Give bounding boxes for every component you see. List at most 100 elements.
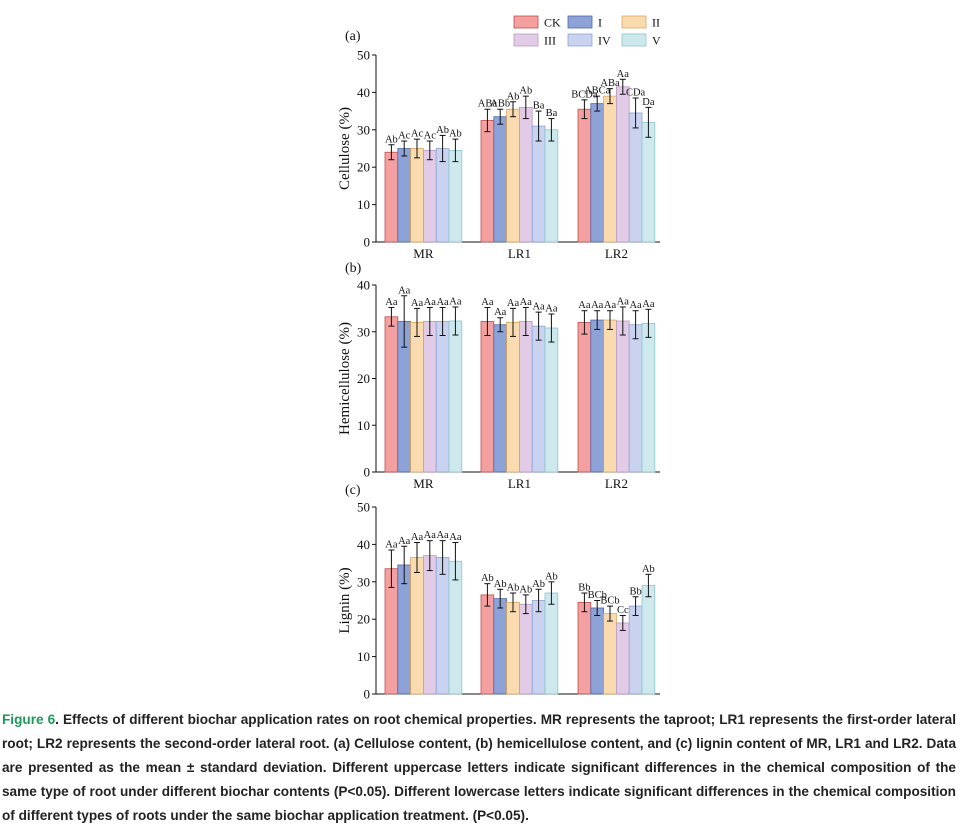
panel-a-significance-label: Ba: [533, 101, 545, 112]
panel-a-bar-II-LR1: [506, 108, 520, 243]
panel-c-y-tick-label: 30: [357, 574, 370, 589]
panel-a-significance-label: Ab: [507, 91, 520, 102]
panel-c-bar-CK-LR1: [480, 594, 495, 695]
panel-b-bar-II-LR1: [506, 321, 520, 473]
legend-label-III: III: [544, 34, 556, 48]
panel-a-bar-CK-MR: [384, 151, 399, 243]
panel-c-bar-IV-LR1: [531, 600, 546, 695]
panel-a-bar-V-LR2: [641, 121, 656, 243]
legend-swatch-III: [513, 33, 539, 47]
panel-b-significance-label: Aa: [411, 298, 424, 309]
legend-swatch-IV: [567, 33, 593, 47]
panel-c-bar-III-LR2: [616, 622, 630, 695]
caption-figure-label: Figure 6: [2, 712, 56, 727]
legend-label-V: V: [652, 34, 661, 48]
panel-b-bar-I-LR1: [493, 324, 507, 473]
panel-a-bar-V-LR1: [544, 129, 559, 243]
panel-c-significance-label: Aa: [424, 530, 437, 541]
panel-b-bar-II-MR: [410, 321, 424, 473]
panel-b-significance-label: Aa: [532, 302, 545, 313]
panel-b-bar-III-LR2: [616, 320, 630, 473]
panel-b-bar-CK-MR: [384, 316, 399, 473]
legend-label-I: I: [598, 16, 602, 30]
caption-text: . Effects of different biochar applicati…: [2, 712, 956, 823]
panel-c-y-tick-label: 40: [357, 537, 370, 552]
panel-a-significance-label: Ac: [424, 131, 437, 142]
panel-b-bar-IV-MR: [435, 321, 450, 473]
legend-label-CK: CK: [544, 16, 561, 30]
panel-a-bar-I-MR: [397, 148, 411, 243]
panel-b-bar-III-LR1: [519, 321, 533, 473]
panel-b-significance-label: Aa: [591, 300, 604, 311]
panel-b-bar-IV-LR1: [531, 325, 546, 473]
panel-b-bar-IV-LR2: [628, 324, 643, 473]
panel-b-significance-label: Aa: [604, 300, 617, 311]
panel-b-significance-label: Aa: [520, 297, 533, 308]
legend-label-II: II: [652, 16, 660, 30]
panel-c-significance-label: Ab: [507, 583, 520, 594]
panel-c-bar-IV-LR2: [628, 605, 643, 695]
panel-c-significance-label: Ab: [519, 584, 532, 595]
panel-c-significance-label: Bb: [629, 586, 641, 597]
legend-swatch-I: [567, 15, 593, 29]
panel-a-label: (a): [345, 29, 361, 44]
panel-b-significance-label: Aa: [642, 299, 655, 310]
panel-c-significance-label: Aa: [398, 536, 411, 547]
legend-swatch-II: [621, 15, 647, 29]
panel-a-x-tick-label-LR1: LR1: [508, 246, 531, 261]
panel-c-bar-III-MR: [422, 555, 437, 695]
panel-a-significance-label: Ab: [436, 125, 449, 136]
panel-a-significance-label: ABb: [490, 99, 510, 110]
panel-c-significance-label: Aa: [449, 532, 462, 543]
legend-swatch-CK: [513, 15, 539, 29]
panel-b-significance-label: Aa: [617, 296, 630, 307]
panel-b-x-tick-label-LR2: LR2: [605, 476, 628, 491]
panel-c-label: (c): [345, 483, 361, 498]
panel-b-bar-II-LR2: [603, 319, 617, 473]
panel-a-x-tick-label-MR: MR: [413, 246, 434, 261]
panel-a-significance-label: Da: [642, 97, 655, 108]
panel-a-y-tick-label: 10: [357, 197, 370, 212]
panel-b-bar-CK-LR2: [577, 321, 592, 473]
panel-c-bar-IV-MR: [435, 557, 450, 695]
panel-c-significance-label: Ab: [642, 564, 655, 575]
panel-c-x-tick-label-LR1: LR1: [508, 698, 531, 700]
legend-label-IV: IV: [598, 34, 611, 48]
panel-c-bar-II-LR2: [603, 613, 617, 695]
panel-c-bar-V-LR2: [641, 585, 656, 695]
panel-b-label: (b): [345, 261, 362, 276]
panel-c-bar-I-MR: [397, 564, 411, 695]
panel-c-x-tick-label-LR2: LR2: [605, 698, 628, 700]
panel-c-significance-label: Aa: [385, 540, 398, 551]
legend-swatch-V: [621, 33, 647, 47]
panel-a-x-tick-label-LR2: LR2: [605, 246, 628, 261]
panel-c-bar-I-LR2: [590, 607, 604, 695]
panel-b-y-tick-label: 30: [357, 324, 370, 339]
panel-a-y-tick-label: 20: [357, 160, 370, 175]
panel-c-significance-label: Aa: [436, 530, 449, 541]
panel-a-significance-label: CDa: [626, 88, 646, 99]
panel-c-significance-label: Bb: [578, 583, 590, 594]
panel-c-bar-CK-LR2: [577, 601, 592, 695]
panel-a-significance-label: Ac: [398, 131, 411, 142]
panel-c-significance-label: Ab: [532, 579, 545, 590]
panel-a-y-tick-label: 30: [357, 122, 370, 137]
panel-b-significance-label: Aa: [424, 297, 437, 308]
panel-c-significance-label: BCb: [600, 596, 619, 607]
panel-c-y-tick-label: 20: [357, 612, 370, 627]
panel-a-significance-label: ABa: [478, 99, 498, 110]
panel-b-significance-label: Aa: [436, 297, 449, 308]
panel-b-significance-label: Aa: [578, 300, 591, 311]
panel-b-bar-V-MR: [448, 320, 463, 473]
panel-a-bar-CK-LR2: [577, 108, 592, 243]
panel-a-significance-label: ABa: [600, 78, 620, 89]
panel-c-significance-label: Aa: [411, 532, 424, 543]
panel-b-bar-CK-LR1: [480, 321, 495, 473]
panel-a-bar-IV-MR: [435, 148, 450, 243]
panel-c-significance-label: BCb: [588, 590, 607, 601]
panel-a-y-axis-title: Cellulose (%): [337, 107, 353, 190]
panel-a-significance-label: BCDa: [571, 89, 598, 100]
figure-caption: Figure 6. Effects of different biochar a…: [2, 708, 956, 828]
panel-a-y-tick-label: 50: [357, 48, 370, 63]
